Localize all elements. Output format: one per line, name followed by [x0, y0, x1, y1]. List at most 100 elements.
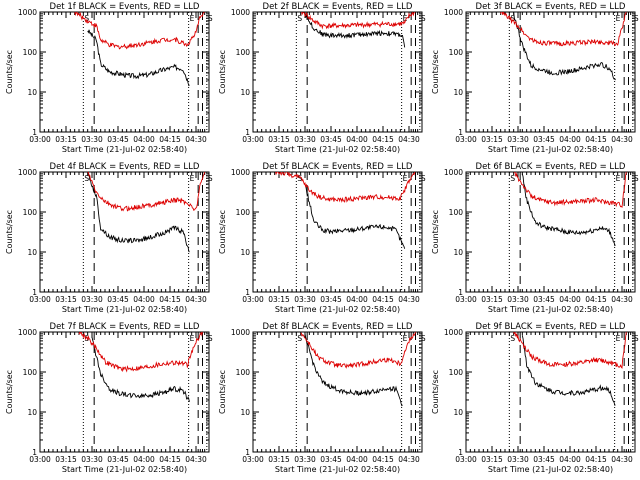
y-tick-label: 1000	[444, 328, 463, 337]
y-tick-label: 100	[236, 368, 251, 377]
y-tick-label: 1000	[18, 8, 37, 17]
x-axis-label: Start Time (21-Jul-02 02:58:40)	[62, 305, 187, 314]
x-tick-label: 04:00	[133, 135, 155, 144]
y-tick-label: 10	[453, 248, 463, 257]
series-events	[521, 173, 616, 247]
x-axis-label: Start Time (21-Jul-02 02:58:40)	[275, 145, 400, 154]
time-marker-label: S	[510, 334, 515, 343]
time-marker-label: S	[634, 174, 639, 183]
x-tick-label: 04:00	[559, 295, 581, 304]
panel-title: Det 8f BLACK = Events, RED = LLD	[263, 322, 413, 332]
y-tick-label: 10	[240, 88, 250, 97]
detector-panel-8f: Det 8f BLACK = Events, RED = LLD 1 10 100 10…	[218, 322, 426, 474]
plot-frame	[39, 331, 210, 453]
x-tick-label: 04:30	[398, 455, 420, 464]
x-tick-label: 03:30	[507, 295, 529, 304]
x-tick-label: 03:45	[107, 455, 129, 464]
x-tick-label: 03:30	[81, 135, 103, 144]
y-tick-label: 1000	[444, 168, 463, 177]
time-marker-label: E	[403, 334, 408, 343]
x-tick-label: 03:00	[29, 455, 51, 464]
time-marker-label: E	[403, 14, 408, 23]
plot-frame	[465, 11, 636, 133]
x-tick-label: 04:00	[559, 455, 581, 464]
y-tick-label: 10	[453, 408, 463, 417]
x-tick-label: 04:00	[559, 135, 581, 144]
detector-panel-1f: Det 1f BLACK = Events, RED = LLD 1 10 100 10…	[5, 2, 213, 154]
time-marker-label: E	[403, 174, 408, 183]
series-events	[87, 29, 190, 87]
y-tick-label: 100	[23, 48, 38, 57]
y-axis-label: Counts/sec	[431, 210, 440, 254]
time-marker-label: S	[84, 14, 89, 23]
y-tick-label: 1	[245, 288, 250, 297]
detector-panel-4f: Det 4f BLACK = Events, RED = LLD 1 10 100 10…	[5, 162, 213, 314]
x-tick-label: 04:30	[611, 455, 633, 464]
y-tick-label: 1	[458, 288, 463, 297]
x-tick-label: 03:30	[294, 455, 316, 464]
x-tick-label: 03:15	[55, 135, 77, 144]
series-events	[87, 172, 190, 253]
y-tick-label: 10	[240, 408, 250, 417]
series-lld	[513, 172, 627, 208]
x-tick-label: 04:00	[346, 295, 368, 304]
y-tick-label: 1000	[231, 8, 250, 17]
panel-title: Det 9f BLACK = Events, RED = LLD	[476, 322, 626, 332]
time-marker-label: E	[190, 334, 195, 343]
series-lld	[500, 12, 627, 47]
x-axis-label: Start Time (21-Jul-02 02:58:40)	[488, 305, 613, 314]
x-tick-label: 03:30	[81, 295, 103, 304]
time-marker-label: S	[297, 14, 302, 23]
y-axis-label: Counts/sec	[5, 370, 14, 414]
x-tick-label: 03:00	[242, 295, 264, 304]
y-tick-label: 100	[449, 368, 464, 377]
y-tick-label: 10	[27, 408, 37, 417]
x-tick-label: 04:15	[159, 135, 181, 144]
y-axis-label: Counts/sec	[5, 50, 14, 94]
x-tick-label: 04:00	[133, 295, 155, 304]
time-marker-label: S	[297, 334, 302, 343]
x-tick-label: 03:30	[294, 295, 316, 304]
y-tick-label: 1	[458, 128, 463, 137]
y-tick-label: 1000	[18, 168, 37, 177]
x-tick-label: 03:45	[320, 455, 342, 464]
x-tick-label: 03:15	[55, 455, 77, 464]
x-tick-label: 04:15	[372, 135, 394, 144]
panel-title: Det 2f BLACK = Events, RED = LLD	[263, 2, 413, 12]
detector-panel-9f: Det 9f BLACK = Events, RED = LLD 1 10 100 10…	[431, 322, 639, 474]
time-marker-label: S	[510, 174, 515, 183]
series-events	[304, 184, 406, 249]
panel-title: Det 1f BLACK = Events, RED = LLD	[50, 2, 200, 12]
time-marker-label: E	[616, 174, 621, 183]
x-tick-label: 03:15	[481, 295, 503, 304]
x-tick-label: 03:45	[533, 135, 555, 144]
x-tick-label: 03:45	[320, 295, 342, 304]
x-tick-label: 03:15	[268, 295, 290, 304]
series-events	[304, 333, 403, 407]
y-tick-label: 1	[245, 128, 250, 137]
time-marker-label: E	[190, 174, 195, 183]
time-marker-label: E	[616, 334, 621, 343]
y-tick-label: 10	[27, 88, 37, 97]
series-lld	[301, 12, 416, 30]
x-tick-label: 03:00	[29, 295, 51, 304]
y-tick-label: 1	[32, 448, 37, 457]
y-tick-label: 1000	[231, 328, 250, 337]
time-marker-label: S	[84, 334, 89, 343]
y-tick-label: 100	[23, 368, 38, 377]
x-tick-label: 03:45	[533, 295, 555, 304]
plot-frame	[39, 11, 210, 133]
x-tick-label: 03:30	[294, 135, 316, 144]
x-axis-label: Start Time (21-Jul-02 02:58:40)	[488, 145, 613, 154]
detector-panel-7f: Det 7f BLACK = Events, RED = LLD 1 10 100 10…	[5, 322, 213, 474]
x-axis-label: Start Time (21-Jul-02 02:58:40)	[275, 305, 400, 314]
series-events	[304, 13, 406, 48]
x-tick-label: 04:30	[185, 455, 207, 464]
time-marker-label: S	[421, 174, 426, 183]
x-tick-label: 03:15	[268, 455, 290, 464]
time-marker-label: S	[421, 14, 426, 23]
y-axis-label: Counts/sec	[431, 50, 440, 94]
y-tick-label: 1000	[231, 168, 250, 177]
x-tick-label: 04:30	[398, 135, 420, 144]
